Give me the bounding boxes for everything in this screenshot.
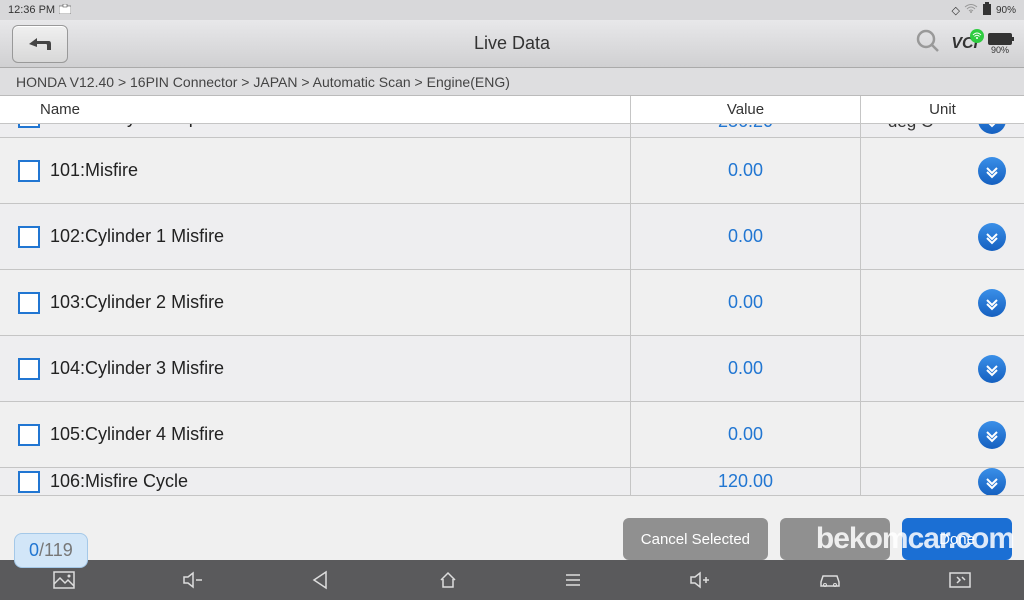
search-icon[interactable]: [915, 28, 941, 59]
column-unit: Unit: [860, 96, 1024, 123]
row-label: 103:Cylinder 2 Misfire: [50, 292, 224, 313]
screenshot-icon[interactable]: [949, 572, 971, 588]
row-value: 120.00: [630, 468, 860, 495]
header: Live Data VCI 90%: [0, 20, 1024, 68]
expand-button[interactable]: [978, 355, 1006, 383]
row-checkbox[interactable]: [18, 226, 40, 248]
expand-button[interactable]: [978, 157, 1006, 185]
row-unit: [860, 270, 960, 335]
row-unit: deg C: [860, 124, 960, 137]
android-nav-bar: [0, 560, 1024, 600]
table-row[interactable]: 100:Catalyst Temperature 236.20 deg C: [0, 124, 1024, 138]
nav-menu-icon[interactable]: [564, 572, 582, 588]
row-value: 236.20: [630, 124, 860, 137]
row-value: 0.00: [630, 402, 860, 467]
table-row[interactable]: 101:Misfire 0.00: [0, 138, 1024, 204]
table-header: Name Value Unit: [0, 96, 1024, 124]
battery-status-pct: 90%: [996, 5, 1016, 16]
camera-icon: [59, 4, 71, 17]
column-name: Name: [0, 101, 630, 118]
volume-down-icon[interactable]: [182, 571, 204, 589]
table-row[interactable]: 104:Cylinder 3 Misfire 0.00: [0, 336, 1024, 402]
row-label: 101:Misfire: [50, 160, 138, 181]
car-icon[interactable]: [818, 572, 842, 588]
row-label: 104:Cylinder 3 Misfire: [50, 358, 224, 379]
table-row[interactable]: 106:Misfire Cycle 120.00: [0, 468, 1024, 496]
gallery-icon[interactable]: [53, 571, 75, 589]
row-unit: [860, 336, 960, 401]
vci-indicator: VCI: [951, 35, 978, 53]
row-label: 102:Cylinder 1 Misfire: [50, 226, 224, 247]
table-row[interactable]: 102:Cylinder 1 Misfire 0.00: [0, 204, 1024, 270]
wifi-connected-icon: [970, 29, 984, 43]
battery-indicator: 90%: [988, 33, 1012, 55]
row-value: 0.00: [630, 204, 860, 269]
row-checkbox[interactable]: [18, 160, 40, 182]
middle-button[interactable]: [780, 518, 890, 560]
status-time: 12:36 PM: [8, 4, 55, 16]
back-button[interactable]: [12, 25, 68, 63]
battery-status-icon: [982, 2, 992, 19]
selection-counter: 0/119: [14, 533, 88, 568]
row-checkbox[interactable]: [18, 124, 40, 128]
wifi-status-icon: [964, 4, 978, 17]
expand-button[interactable]: [978, 223, 1006, 251]
expand-button[interactable]: [978, 124, 1006, 134]
row-value: 0.00: [630, 336, 860, 401]
expand-button[interactable]: [978, 289, 1006, 317]
row-label: 106:Misfire Cycle: [50, 471, 188, 492]
nav-back-icon[interactable]: [311, 570, 331, 590]
volume-up-icon[interactable]: [689, 571, 711, 589]
nav-home-icon[interactable]: [438, 570, 458, 590]
row-value: 0.00: [630, 138, 860, 203]
table-row[interactable]: 103:Cylinder 2 Misfire 0.00: [0, 270, 1024, 336]
row-unit: [860, 402, 960, 467]
row-unit: [860, 204, 960, 269]
row-value: 0.00: [630, 270, 860, 335]
status-bar: 12:36 PM ◇ 90%: [0, 0, 1024, 20]
data-rows[interactable]: 100:Catalyst Temperature 236.20 deg C 10…: [0, 124, 1024, 512]
row-label: 105:Cylinder 4 Misfire: [50, 424, 224, 445]
column-value: Value: [630, 96, 860, 123]
row-checkbox[interactable]: [18, 292, 40, 314]
row-unit: [860, 138, 960, 203]
expand-button[interactable]: [978, 468, 1006, 496]
action-bar: Cancel Selected Done: [623, 518, 1012, 560]
row-checkbox[interactable]: [18, 424, 40, 446]
expand-button[interactable]: [978, 421, 1006, 449]
table-row[interactable]: 105:Cylinder 4 Misfire 0.00: [0, 402, 1024, 468]
row-unit: [860, 468, 960, 495]
cancel-selected-button[interactable]: Cancel Selected: [623, 518, 768, 560]
row-label: 100:Catalyst Temperature: [50, 124, 256, 128]
row-checkbox[interactable]: [18, 358, 40, 380]
breadcrumb: HONDA V12.40 > 16PIN Connector > JAPAN >…: [0, 68, 1024, 96]
page-title: Live Data: [474, 33, 550, 54]
done-button[interactable]: Done: [902, 518, 1012, 560]
row-checkbox[interactable]: [18, 471, 40, 493]
signal-icon: ◇: [952, 4, 960, 17]
